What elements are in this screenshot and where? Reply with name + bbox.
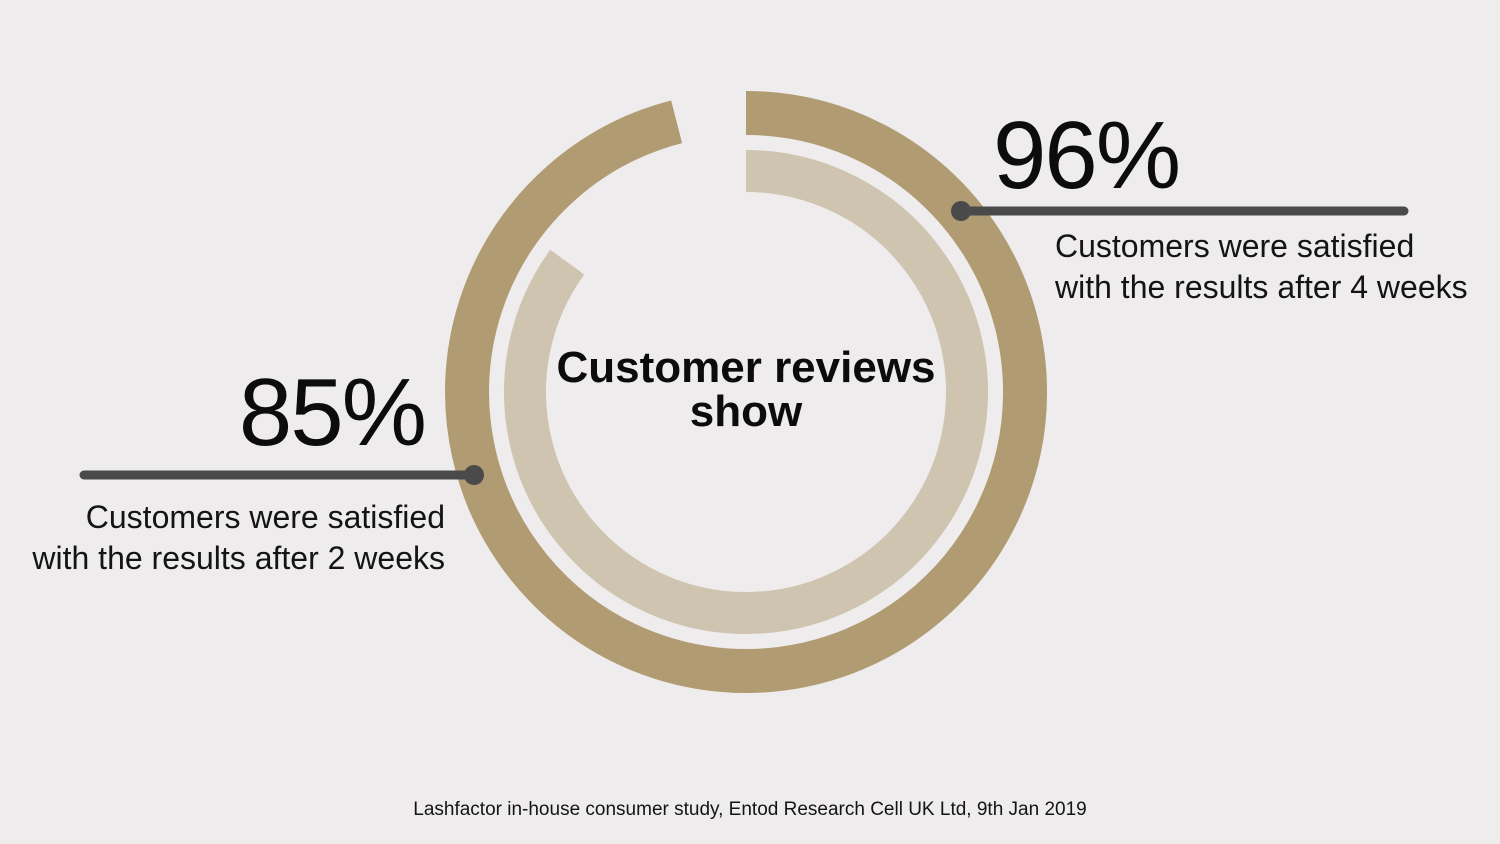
ring-85-percent	[504, 150, 988, 634]
description-2-weeks: Customers were satisfied with the result…	[32, 499, 445, 576]
source-footnote: Lashfactor in-house consumer study, Ento…	[413, 799, 1087, 820]
description-4-weeks: Customers were satisfied with the result…	[1055, 228, 1468, 305]
percent-label-96: 96%	[993, 102, 1181, 209]
leader-dot-85-percent	[464, 465, 484, 485]
leader-dot-96-percent	[951, 201, 971, 221]
ring-96-percent	[445, 91, 1047, 693]
percent-label-85: 85%	[238, 359, 427, 466]
chart-title: Customer reviews show	[556, 343, 936, 436]
